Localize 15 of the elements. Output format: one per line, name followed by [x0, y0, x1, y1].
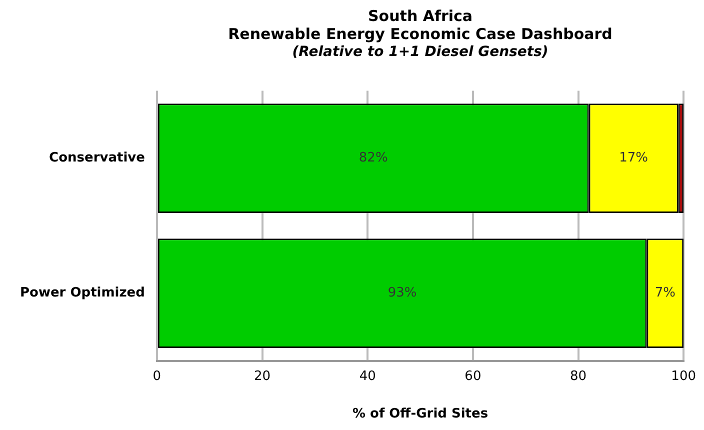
data-label: 82% — [358, 150, 388, 166]
x-axis-title: % of Off-Grid Sites — [352, 406, 488, 422]
data-label: 93% — [388, 286, 417, 301]
chart-title: South Africa Renewable Energy Economic Case Dashboard — [228, 6, 612, 43]
x-tick-label: 80 — [570, 368, 587, 384]
data-label: 7% — [654, 286, 676, 301]
x-tick-label: 60 — [464, 368, 482, 384]
x-tick-label: 20 — [254, 368, 271, 384]
y-tick-label: Conservative — [49, 150, 146, 166]
x-tick-label: 0 — [152, 368, 162, 384]
x-tick-label: 100 — [671, 368, 696, 384]
data-label: 17% — [619, 150, 648, 166]
y-tick-label: Power Optimized — [20, 286, 145, 301]
x-tick-label: 40 — [359, 368, 376, 384]
chart-subtitle: (Relative to 1+1 Diesel Gensets) — [292, 44, 548, 60]
